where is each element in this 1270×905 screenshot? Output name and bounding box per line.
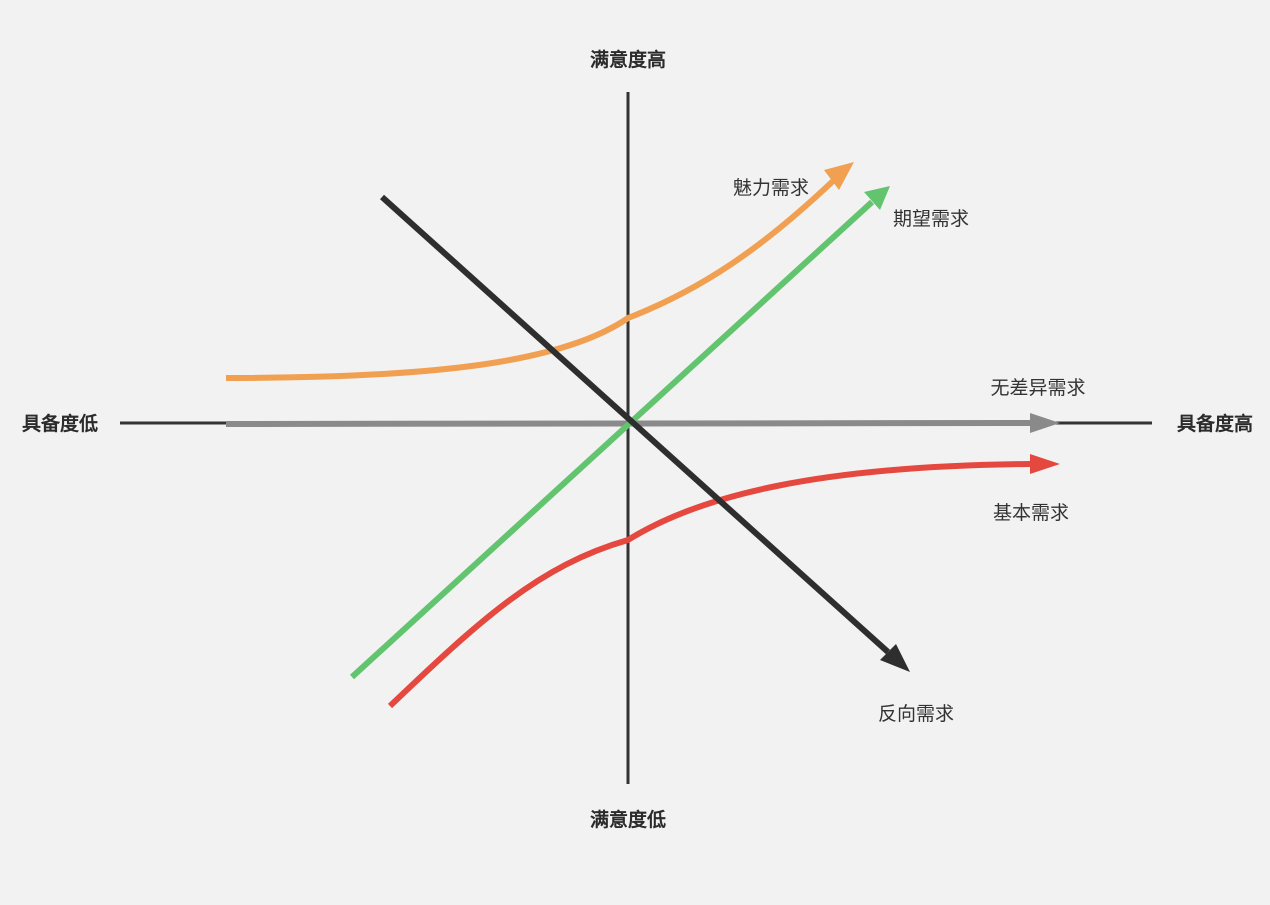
label-attractive: 魅力需求 <box>733 177 809 199</box>
axis-label-y-high: 满意度高 <box>590 48 666 71</box>
label-must-be: 基本需求 <box>993 502 1069 524</box>
axis-label-y-low: 满意度低 <box>590 808 666 831</box>
axis-label-x-low: 具备度低 <box>22 412 98 435</box>
curve-must-be <box>390 454 1060 706</box>
label-performance: 期望需求 <box>893 208 969 230</box>
curve-reverse <box>382 197 910 672</box>
axis-label-x-high: 具备度高 <box>1177 412 1253 435</box>
attractive-line <box>226 181 833 378</box>
indifferent-arrowhead <box>1030 413 1060 433</box>
performance-line <box>352 202 872 677</box>
label-reverse: 反向需求 <box>878 703 954 725</box>
must-be-arrowhead <box>1030 454 1060 474</box>
curve-performance <box>352 186 890 677</box>
must-be-line <box>390 464 1030 706</box>
label-indifferent: 无差异需求 <box>990 377 1085 399</box>
